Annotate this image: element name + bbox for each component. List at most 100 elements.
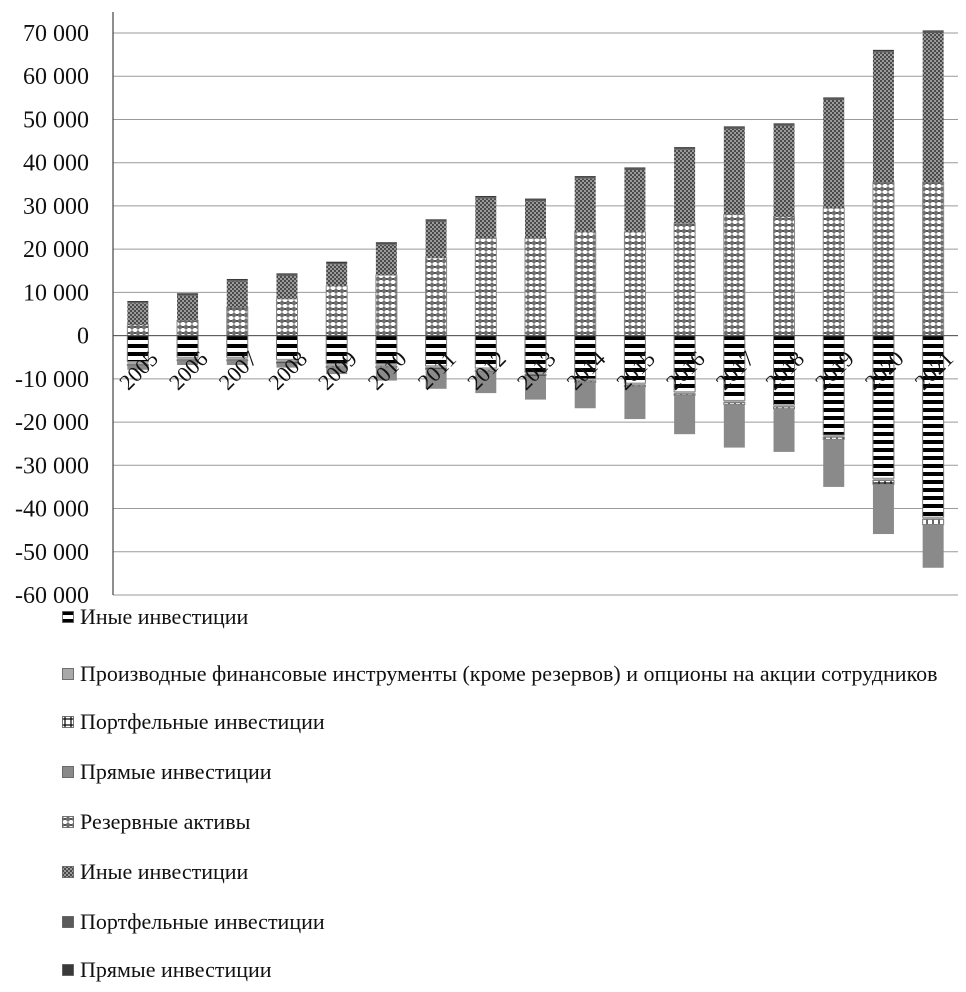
legend-item: Прямые инвестиции — [62, 958, 950, 982]
x-tick-label: 2012 — [462, 346, 511, 395]
y-tick-label: 40 000 — [23, 151, 89, 177]
bar-segment — [823, 437, 844, 439]
bar-segment — [873, 52, 894, 182]
bar-segment — [873, 182, 894, 335]
bar-segment — [624, 167, 645, 168]
bar-segment — [774, 407, 795, 409]
bar-segment — [674, 395, 695, 434]
bar-segment — [326, 286, 347, 336]
bar-segment — [724, 404, 745, 447]
bar-segment — [923, 519, 944, 524]
legend-swatch — [62, 611, 74, 623]
y-tick-label: 60 000 — [23, 64, 89, 90]
legend-item: Портфельные инвестиции — [62, 910, 950, 934]
x-tick-label: 2008 — [263, 346, 312, 395]
bar-segment — [873, 50, 894, 51]
bar-segment — [873, 484, 894, 534]
y-tick-label: -30 000 — [15, 453, 89, 479]
bar-segment — [674, 147, 695, 148]
legend-item: Портфельные инвестиции — [62, 710, 950, 734]
bar-segment — [475, 196, 496, 197]
bar-segment — [823, 100, 844, 208]
bar-segment — [326, 264, 347, 286]
bar-segment — [426, 258, 447, 336]
bar-segment — [624, 169, 645, 170]
bar-segment — [923, 32, 944, 33]
bar-segment — [525, 200, 546, 201]
legend-label: Портфельные инвестиции — [80, 710, 950, 734]
x-tick-label: 2019 — [810, 346, 859, 395]
legend-label: Иные инвестиции — [80, 860, 950, 884]
bar-segment — [823, 439, 844, 487]
legend-label: Прямые инвестиции — [80, 760, 950, 784]
y-tick-label: 10 000 — [23, 280, 89, 306]
bar-segment — [127, 301, 148, 302]
bar-segment — [525, 201, 546, 238]
x-tick-label: 2017 — [711, 346, 760, 395]
bar-segment — [724, 215, 745, 336]
bar-segment — [227, 308, 248, 336]
bar-segment — [127, 302, 148, 303]
x-tick-label: 2006 — [164, 346, 213, 395]
bar-segment — [575, 176, 596, 177]
legend-swatch — [62, 716, 74, 728]
bar-segment — [724, 126, 745, 127]
legend-swatch — [62, 964, 74, 976]
legend-swatch — [62, 916, 74, 928]
legend-label: Портфельные инвестиции — [80, 910, 950, 934]
x-tick-label: 2020 — [860, 346, 909, 395]
bar-segment — [873, 51, 894, 52]
y-tick-label: 30 000 — [23, 194, 89, 220]
y-tick-label: 50 000 — [23, 107, 89, 133]
bar-segment — [575, 177, 596, 178]
bar-segment — [227, 279, 248, 280]
legend-item: Иные инвестиции — [62, 605, 950, 629]
bar-segment — [177, 295, 198, 296]
bar-segment — [227, 280, 248, 281]
bar-segment — [624, 170, 645, 232]
bar-segment — [774, 126, 795, 217]
legend-label: Резервные активы — [80, 810, 950, 834]
bar-segment — [674, 150, 695, 223]
bar-segment — [376, 242, 397, 243]
bar-segment — [724, 128, 745, 129]
y-tick-label: 0 — [77, 324, 89, 350]
y-tick-label: -40 000 — [15, 497, 89, 523]
bar-segment — [674, 223, 695, 335]
legend-swatch — [62, 866, 74, 878]
bar-segment — [774, 125, 795, 126]
bar-segment — [426, 222, 447, 258]
x-tick-label: 2007 — [214, 346, 263, 395]
bar-segment — [276, 275, 297, 276]
stacked-bar-chart: 70 00060 00050 00040 00030 00020 00010 0… — [0, 0, 966, 610]
x-tick-label: 2009 — [313, 346, 362, 395]
y-tick-label: -20 000 — [15, 410, 89, 436]
x-tick-label: 2011 — [413, 346, 461, 394]
bar-segment — [475, 199, 496, 239]
legend-item: Резервные активы — [62, 810, 950, 834]
x-tick-label: 2015 — [611, 346, 660, 395]
x-tick-label: 2010 — [363, 346, 412, 395]
bar-segment — [873, 480, 894, 484]
bar-segment — [774, 217, 795, 336]
x-tick-label: 2016 — [661, 346, 710, 395]
bar-segment — [127, 325, 148, 336]
bar-segment — [376, 275, 397, 336]
bar-segment — [326, 262, 347, 263]
bar-segment — [923, 182, 944, 335]
bar-segment — [774, 123, 795, 124]
x-tick-label: 2014 — [562, 346, 611, 395]
bar-segment — [823, 208, 844, 336]
bar-segment — [227, 282, 248, 308]
y-tick-label: 70 000 — [23, 21, 89, 47]
legend-item: Производные финансовые инструменты (кром… — [62, 662, 950, 686]
chart-area: 70 000 60 000 50 000 40 000 30 000 20 000 10 0… — [0, 0, 966, 610]
bar-segment — [276, 299, 297, 336]
bar-segment — [575, 232, 596, 336]
bar-segment — [823, 97, 844, 98]
bar-segment — [276, 273, 297, 274]
bar-segment — [923, 33, 944, 182]
bar-segment — [724, 403, 745, 405]
bar-segment — [525, 238, 546, 335]
bar-segment — [276, 276, 297, 299]
